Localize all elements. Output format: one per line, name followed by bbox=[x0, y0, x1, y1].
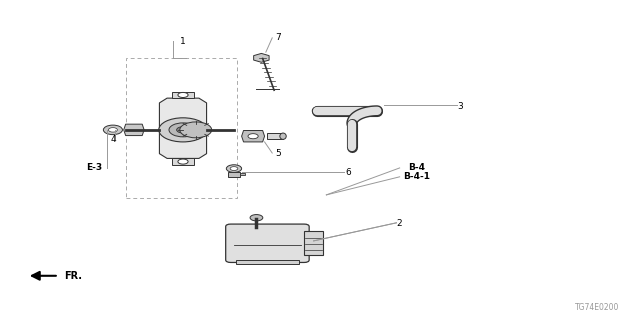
Circle shape bbox=[103, 125, 122, 135]
Ellipse shape bbox=[280, 133, 286, 140]
Polygon shape bbox=[236, 260, 299, 264]
Polygon shape bbox=[172, 92, 194, 98]
Circle shape bbox=[250, 215, 263, 221]
Text: E-3: E-3 bbox=[86, 164, 102, 172]
Text: 1: 1 bbox=[180, 36, 186, 45]
Text: 5: 5 bbox=[276, 149, 282, 158]
Text: 6: 6 bbox=[346, 168, 351, 177]
Ellipse shape bbox=[312, 107, 321, 115]
Text: 7: 7 bbox=[276, 33, 282, 42]
Polygon shape bbox=[253, 53, 269, 62]
Polygon shape bbox=[172, 158, 194, 165]
Text: B-4-1: B-4-1 bbox=[403, 172, 430, 181]
FancyBboxPatch shape bbox=[226, 224, 309, 262]
Text: FR.: FR. bbox=[64, 271, 82, 281]
Circle shape bbox=[178, 159, 188, 164]
Text: 4: 4 bbox=[110, 135, 116, 144]
Text: B-4: B-4 bbox=[408, 164, 426, 172]
Text: 2: 2 bbox=[397, 219, 403, 228]
Polygon shape bbox=[241, 173, 246, 175]
Polygon shape bbox=[124, 124, 144, 136]
Ellipse shape bbox=[315, 108, 319, 113]
Polygon shape bbox=[228, 172, 241, 177]
Circle shape bbox=[169, 123, 197, 137]
Polygon shape bbox=[159, 98, 207, 158]
Circle shape bbox=[227, 165, 242, 172]
Text: TG74E0200: TG74E0200 bbox=[575, 303, 620, 312]
Polygon shape bbox=[304, 231, 323, 255]
Circle shape bbox=[248, 134, 258, 139]
Circle shape bbox=[178, 92, 188, 98]
Circle shape bbox=[177, 127, 189, 133]
Circle shape bbox=[180, 122, 212, 138]
Circle shape bbox=[230, 167, 238, 171]
Circle shape bbox=[159, 118, 207, 142]
Polygon shape bbox=[267, 133, 283, 140]
Circle shape bbox=[108, 128, 117, 132]
Text: 3: 3 bbox=[458, 101, 463, 111]
Polygon shape bbox=[242, 131, 264, 142]
